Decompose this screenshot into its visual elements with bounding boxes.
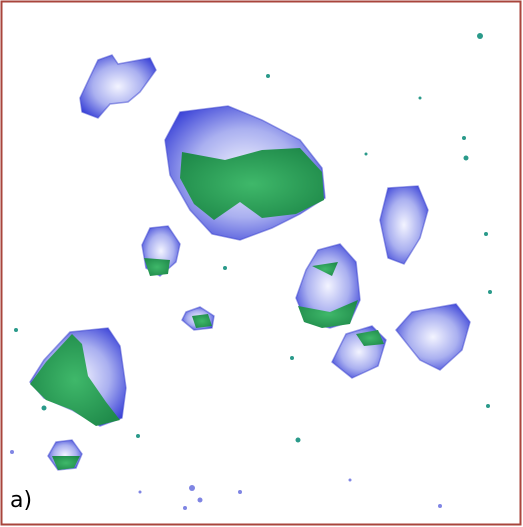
panel-label: a) <box>10 488 32 513</box>
frame-border <box>2 2 521 525</box>
micrograph <box>0 0 523 527</box>
figure-panel: a) <box>0 0 523 527</box>
